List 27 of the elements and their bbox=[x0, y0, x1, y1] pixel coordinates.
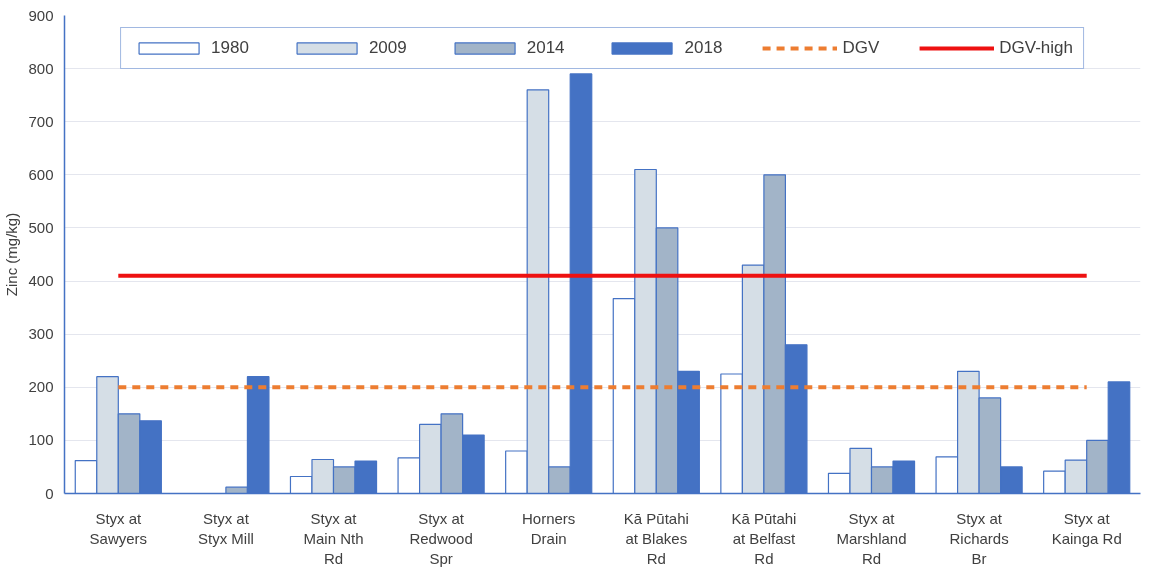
x-tick-label: Styx at Redwood Spr bbox=[409, 509, 473, 568]
y-tick-label: 300 bbox=[28, 325, 54, 343]
y-tick-label: 700 bbox=[28, 112, 54, 130]
x-tick-label: Kā Pūtahi at Belfast Rd bbox=[731, 509, 797, 568]
x-tick-label: Styx at Kainga Rd bbox=[1051, 509, 1122, 547]
legend-label: 2014 bbox=[526, 38, 565, 58]
x-tick-label: Styx at Marshland Rd bbox=[836, 509, 907, 568]
legend-label: DGV bbox=[842, 38, 880, 58]
y-tick-label: 400 bbox=[28, 272, 54, 290]
x-tick-label: Horners Drain bbox=[522, 509, 576, 547]
y-axis-title: Zinc (mg/kg) bbox=[3, 212, 21, 297]
x-tick-label: Styx at Richards Br bbox=[949, 509, 1009, 568]
legend-label: 2009 bbox=[368, 38, 407, 58]
y-tick-label: 900 bbox=[28, 6, 54, 24]
y-tick-label: 500 bbox=[28, 218, 54, 236]
x-tick-label: Styx at Styx Mill bbox=[197, 509, 254, 547]
x-tick-label: Styx at Sawyers bbox=[89, 509, 148, 547]
y-tick-label: 200 bbox=[28, 378, 54, 396]
y-tick-label: 0 bbox=[45, 484, 54, 502]
x-tick-label: Kā Pūtahi at Blakes Rd bbox=[623, 509, 689, 568]
legend-label: 2018 bbox=[684, 38, 723, 58]
legend-label: 1980 bbox=[211, 38, 249, 58]
x-tick-label: Styx at Main Nth Rd bbox=[303, 509, 364, 568]
y-tick-label: 100 bbox=[28, 431, 54, 449]
y-tick-label: 600 bbox=[28, 165, 54, 183]
y-tick-label: 800 bbox=[28, 59, 54, 77]
legend-label: DGV-high bbox=[999, 38, 1073, 58]
